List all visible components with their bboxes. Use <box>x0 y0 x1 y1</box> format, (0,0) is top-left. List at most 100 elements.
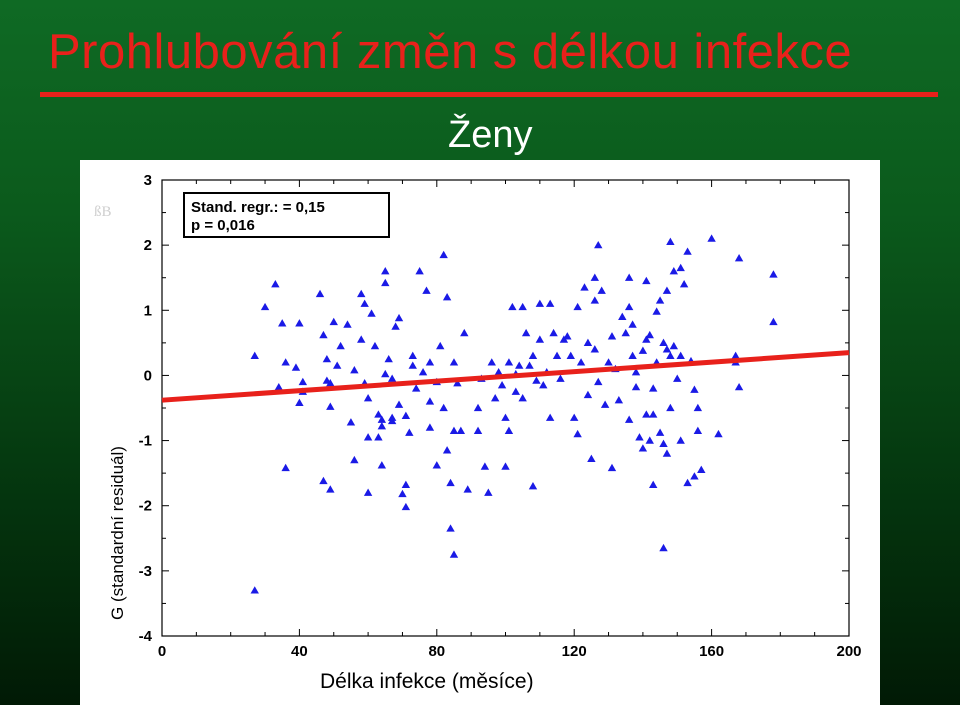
chart-panel: 0 40 80 120 160 200 3 2 1 0 -1 -2 -3 -4 ßB G (standar… <box>80 160 880 705</box>
data-point <box>432 461 441 469</box>
data-point <box>326 485 335 493</box>
data-point <box>439 250 448 259</box>
data-point <box>676 263 685 272</box>
data-point <box>480 462 490 470</box>
data-point <box>295 319 304 327</box>
data-point <box>556 374 565 382</box>
data-point <box>518 302 527 311</box>
data-point <box>408 361 417 369</box>
data-point <box>504 426 514 434</box>
regression-stats-box: Stand. regr.: = 0,15 p = 0,016 <box>183 192 390 238</box>
data-point <box>707 234 716 242</box>
data-point <box>587 454 596 462</box>
data-point <box>415 267 424 275</box>
data-point <box>436 341 445 350</box>
data-point <box>490 394 500 402</box>
data-point <box>545 413 555 421</box>
data-point <box>535 335 545 343</box>
data-point <box>394 400 404 408</box>
data-point <box>460 328 469 337</box>
data-point <box>487 358 496 366</box>
points-layer <box>250 234 778 594</box>
data-point <box>511 387 521 395</box>
data-point <box>662 286 672 294</box>
data-point <box>336 341 345 350</box>
data-point <box>573 302 582 311</box>
data-point <box>655 428 665 436</box>
data-point <box>690 385 699 393</box>
data-point <box>666 403 675 412</box>
data-point <box>260 302 270 311</box>
data-point <box>363 394 373 402</box>
data-point <box>535 299 545 307</box>
y-tick-label: 0 <box>144 367 152 384</box>
data-point <box>405 428 414 436</box>
data-point <box>600 400 610 408</box>
data-point <box>425 397 435 405</box>
data-point <box>381 267 390 275</box>
data-point <box>484 488 493 496</box>
data-point <box>384 354 393 363</box>
y-tick-label: -2 <box>139 498 152 515</box>
data-point <box>652 307 661 315</box>
data-point <box>515 361 524 369</box>
data-point <box>298 377 308 386</box>
data-point <box>350 455 359 464</box>
data-point <box>391 322 400 330</box>
stats-line-coefficient: Stand. regr.: = 0,15 <box>191 199 388 217</box>
data-point <box>576 358 586 366</box>
data-point <box>624 302 634 311</box>
y-tick-label: -1 <box>139 433 152 450</box>
data-point <box>614 395 624 404</box>
data-point <box>442 446 452 454</box>
data-point <box>679 280 689 288</box>
data-point <box>669 267 679 275</box>
x-tick-label: 40 <box>291 643 308 660</box>
data-point <box>638 444 648 452</box>
data-point <box>528 481 538 490</box>
data-point <box>573 429 582 438</box>
data-point <box>521 328 531 337</box>
data-point <box>590 296 600 304</box>
data-point <box>580 283 589 291</box>
data-point <box>508 302 517 311</box>
data-point <box>346 418 356 426</box>
data-point <box>319 476 328 485</box>
data-point <box>446 524 455 532</box>
data-point <box>326 379 335 387</box>
data-point <box>642 410 651 418</box>
data-point <box>673 374 682 382</box>
data-point <box>631 382 641 391</box>
data-point <box>594 240 603 249</box>
data-point <box>662 449 672 457</box>
data-point <box>693 403 703 412</box>
data-point <box>645 436 654 444</box>
data-point <box>250 351 259 360</box>
data-point <box>449 358 459 366</box>
data-point <box>401 480 411 489</box>
data-point <box>583 390 593 399</box>
data-point <box>666 351 675 360</box>
data-point <box>377 461 387 469</box>
data-point <box>566 351 575 360</box>
chart-subtitle: Ženy <box>448 114 533 156</box>
x-axis-label: Délka infekce (měsíce) <box>320 670 534 693</box>
data-point <box>381 369 390 378</box>
data-point <box>360 299 369 307</box>
data-point <box>377 422 387 430</box>
data-point <box>662 345 672 353</box>
title-underline <box>40 92 938 97</box>
data-point <box>642 276 651 285</box>
data-point <box>552 351 562 360</box>
data-point <box>377 415 387 423</box>
data-point <box>401 502 411 511</box>
data-point <box>649 480 658 489</box>
data-point <box>374 433 383 441</box>
data-point <box>370 341 380 350</box>
plot-frame <box>161 179 850 637</box>
data-point <box>326 402 335 410</box>
data-point <box>570 413 579 421</box>
data-point <box>411 384 421 392</box>
data-point <box>439 403 448 412</box>
data-point <box>607 463 617 472</box>
